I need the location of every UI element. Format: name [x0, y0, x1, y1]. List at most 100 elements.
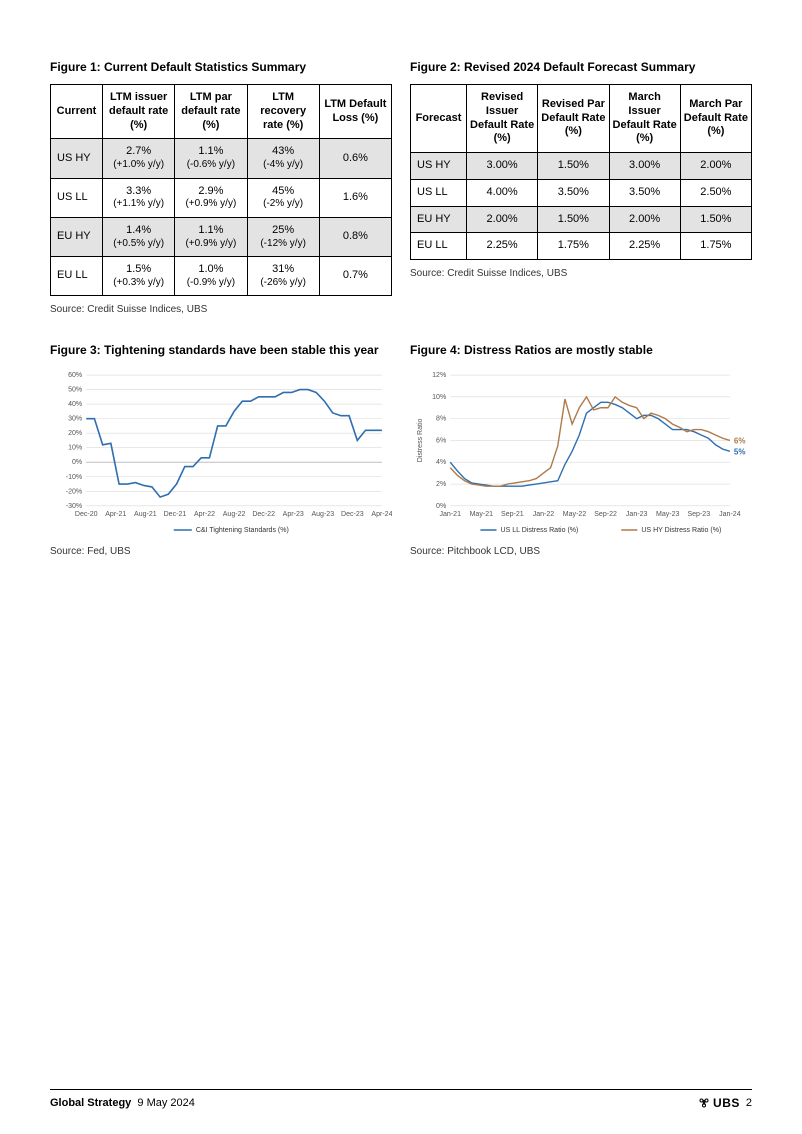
table-header: LTM par default rate (%) [175, 85, 247, 139]
ubs-text: UBS [713, 1096, 740, 1110]
table-cell: 2.25% [609, 233, 680, 260]
svg-text:-20%: -20% [66, 489, 82, 496]
svg-text:0%: 0% [72, 459, 82, 466]
table-cell: 1.75% [538, 233, 609, 260]
row-label: EU HY [411, 206, 467, 233]
table-cell: 1.75% [680, 233, 751, 260]
table-header: Revised Issuer Default Rate (%) [467, 85, 538, 153]
svg-text:-10%: -10% [66, 474, 82, 481]
table-header: Forecast [411, 85, 467, 153]
svg-text:0%: 0% [436, 503, 446, 510]
svg-text:60%: 60% [68, 372, 82, 379]
page-footer: Global Strategy 9 May 2024 UBS 2 [50, 1089, 752, 1110]
figure-2-table: ForecastRevised Issuer Default Rate (%)R… [410, 84, 752, 260]
svg-text:-30%: -30% [66, 503, 82, 510]
table-cell: 0.8% [319, 217, 391, 256]
table-header: LTM Default Loss (%) [319, 85, 391, 139]
table-cell: 3.3%(+1.1% y/y) [103, 178, 175, 217]
svg-text:May-21: May-21 [470, 511, 494, 518]
figure-1-source: Source: Credit Suisse Indices, UBS [50, 304, 392, 315]
row-label: US HY [51, 139, 103, 178]
table-cell: 1.6% [319, 178, 391, 217]
svg-text:Sep-23: Sep-23 [687, 511, 710, 518]
svg-text:Sep-22: Sep-22 [594, 511, 617, 518]
table-cell: 2.50% [680, 179, 751, 206]
figure-4-source: Source: Pitchbook LCD, UBS [410, 546, 752, 557]
row-label: US LL [51, 178, 103, 217]
svg-text:10%: 10% [68, 445, 82, 452]
row-label: EU LL [51, 257, 103, 296]
table-header: LTM recovery rate (%) [247, 85, 319, 139]
svg-text:Aug-22: Aug-22 [223, 511, 246, 518]
table-cell: 4.00% [467, 179, 538, 206]
svg-text:Dec-23: Dec-23 [341, 511, 364, 518]
page-number: 2 [746, 1097, 752, 1109]
svg-text:10%: 10% [432, 394, 446, 401]
svg-text:Dec-21: Dec-21 [164, 511, 187, 518]
svg-text:Jan-24: Jan-24 [719, 511, 741, 518]
svg-text:May-22: May-22 [563, 511, 587, 518]
ubs-keys-icon [698, 1097, 710, 1109]
svg-text:Apr-22: Apr-22 [194, 511, 215, 518]
figure-4-chart: 0%2%4%6%8%10%12%Distress RatioJan-21May-… [410, 367, 752, 538]
table-header: Current [51, 85, 103, 139]
svg-text:2%: 2% [436, 481, 446, 488]
table-cell: 0.7% [319, 257, 391, 296]
table-cell: 1.50% [538, 206, 609, 233]
svg-text:6%: 6% [734, 437, 746, 446]
svg-text:Dec-22: Dec-22 [252, 511, 275, 518]
svg-text:Aug-21: Aug-21 [134, 511, 157, 518]
figure-3-chart: -30%-20%-10%0%10%20%30%40%50%60%Dec-20Ap… [50, 367, 392, 538]
footer-section: Global Strategy [50, 1097, 131, 1109]
row-label: EU LL [411, 233, 467, 260]
table-cell: 45%(-2% y/y) [247, 178, 319, 217]
svg-text:50%: 50% [68, 387, 82, 394]
table-cell: 1.0%(-0.9% y/y) [175, 257, 247, 296]
svg-text:6%: 6% [436, 438, 446, 445]
svg-text:8%: 8% [436, 416, 446, 423]
footer-right: UBS 2 [698, 1096, 752, 1110]
table-cell: 2.9%(+0.9% y/y) [175, 178, 247, 217]
footer-left: Global Strategy 9 May 2024 [50, 1097, 195, 1109]
svg-text:30%: 30% [68, 416, 82, 423]
figure-2-title: Figure 2: Revised 2024 Default Forecast … [410, 60, 752, 74]
figure-1-table: CurrentLTM issuer default rate (%)LTM pa… [50, 84, 392, 296]
figure-2-source: Source: Credit Suisse Indices, UBS [410, 268, 752, 279]
svg-text:May-23: May-23 [656, 511, 680, 518]
table-cell: 2.25% [467, 233, 538, 260]
table-cell: 1.50% [538, 153, 609, 180]
row-label: US LL [411, 179, 467, 206]
figure-1: Figure 1: Current Default Statistics Sum… [50, 60, 392, 315]
svg-text:4%: 4% [436, 459, 446, 466]
table-cell: 0.6% [319, 139, 391, 178]
svg-text:20%: 20% [68, 430, 82, 437]
table-cell: 2.00% [467, 206, 538, 233]
figure-1-title: Figure 1: Current Default Statistics Sum… [50, 60, 392, 74]
table-cell: 1.1%(+0.9% y/y) [175, 217, 247, 256]
table-cell: 3.00% [467, 153, 538, 180]
table-header: March Issuer Default Rate (%) [609, 85, 680, 153]
svg-text:US HY Distress Ratio (%): US HY Distress Ratio (%) [641, 527, 721, 534]
ubs-logo: UBS [698, 1096, 740, 1110]
table-cell: 2.00% [680, 153, 751, 180]
figure-3: Figure 3: Tightening standards have been… [50, 343, 392, 557]
svg-text:Apr-21: Apr-21 [105, 511, 126, 518]
table-cell: 2.7%(+1.0% y/y) [103, 139, 175, 178]
table-cell: 1.50% [680, 206, 751, 233]
table-cell: 31%(-26% y/y) [247, 257, 319, 296]
table-header: March Par Default Rate (%) [680, 85, 751, 153]
table-header: Revised Par Default Rate (%) [538, 85, 609, 153]
footer-date: 9 May 2024 [137, 1097, 194, 1109]
svg-text:Jan-23: Jan-23 [626, 511, 648, 518]
table-header: LTM issuer default rate (%) [103, 85, 175, 139]
figure-2: Figure 2: Revised 2024 Default Forecast … [410, 60, 752, 315]
row-label: US HY [411, 153, 467, 180]
svg-text:Jan-22: Jan-22 [533, 511, 555, 518]
svg-text:Apr-23: Apr-23 [283, 511, 304, 518]
table-cell: 43%(-4% y/y) [247, 139, 319, 178]
figure-4: Figure 4: Distress Ratios are mostly sta… [410, 343, 752, 557]
svg-text:Aug-23: Aug-23 [311, 511, 334, 518]
figure-3-title: Figure 3: Tightening standards have been… [50, 343, 392, 357]
figure-3-source: Source: Fed, UBS [50, 546, 392, 557]
svg-text:Apr-24: Apr-24 [371, 511, 392, 518]
